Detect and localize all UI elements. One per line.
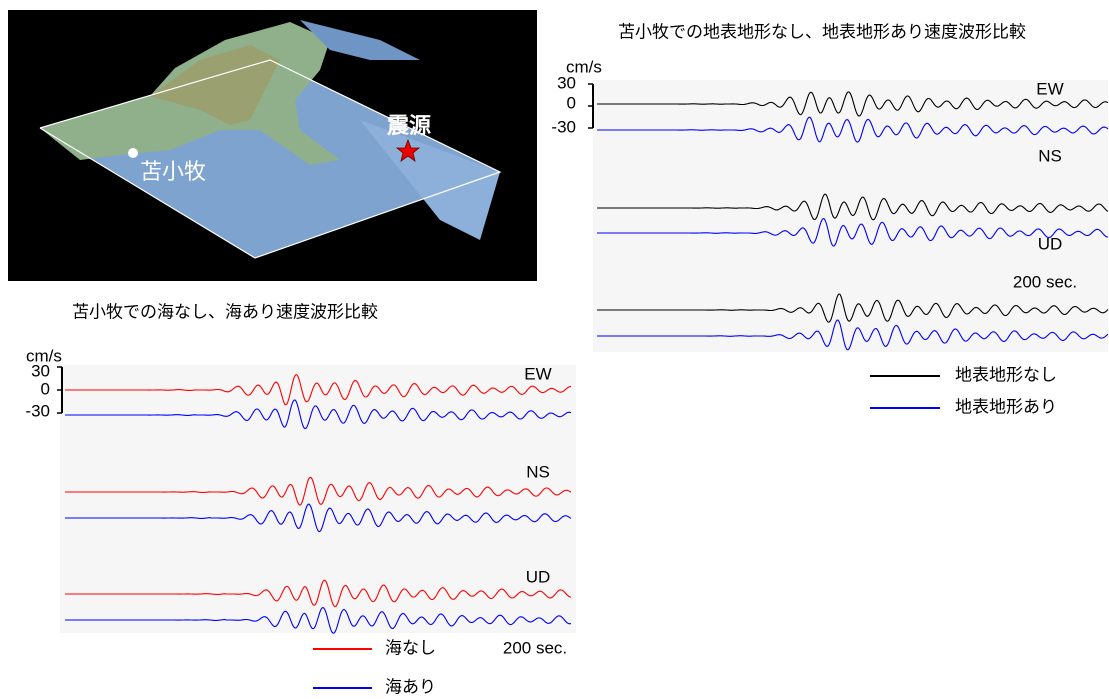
scale-label: 0 — [567, 93, 576, 112]
scale-label: 30 — [31, 361, 50, 380]
map: 苫小牧 震源 — [8, 10, 537, 281]
component-label: NS — [1038, 146, 1062, 165]
scale-label: -30 — [551, 117, 576, 136]
scale-label: -30 — [25, 401, 50, 420]
panel-title: 苫小牧での地表地形なし、地表地形あり速度波形比較 — [618, 22, 1026, 41]
scale-label: 0 — [41, 379, 50, 398]
component-label: EW — [1036, 79, 1063, 98]
panel-bg — [593, 80, 1108, 352]
city-label: 苫小牧 — [140, 159, 206, 184]
legend-label: 海なし — [385, 638, 436, 657]
component-label: UD — [526, 567, 551, 586]
duration-label: 200 sec. — [503, 638, 567, 657]
component-label: EW — [524, 364, 551, 383]
figure: 苫小牧 震源 苫小牧での地表地形なし、地表地形あり速度波形比較cm/s300-3… — [0, 0, 1109, 699]
component-label: UD — [1038, 234, 1063, 253]
duration-label: 200 sec. — [1013, 272, 1077, 291]
epicenter-label: 震源 — [387, 113, 431, 138]
scale-label: 30 — [557, 73, 576, 92]
legend-label: 地表地形なし — [955, 365, 1057, 384]
legend-label: 地表地形あり — [955, 397, 1057, 416]
legend-label: 海あり — [385, 677, 436, 696]
component-label: NS — [526, 462, 550, 481]
panel-title: 苫小牧での海なし、海あり速度波形比較 — [72, 302, 378, 321]
